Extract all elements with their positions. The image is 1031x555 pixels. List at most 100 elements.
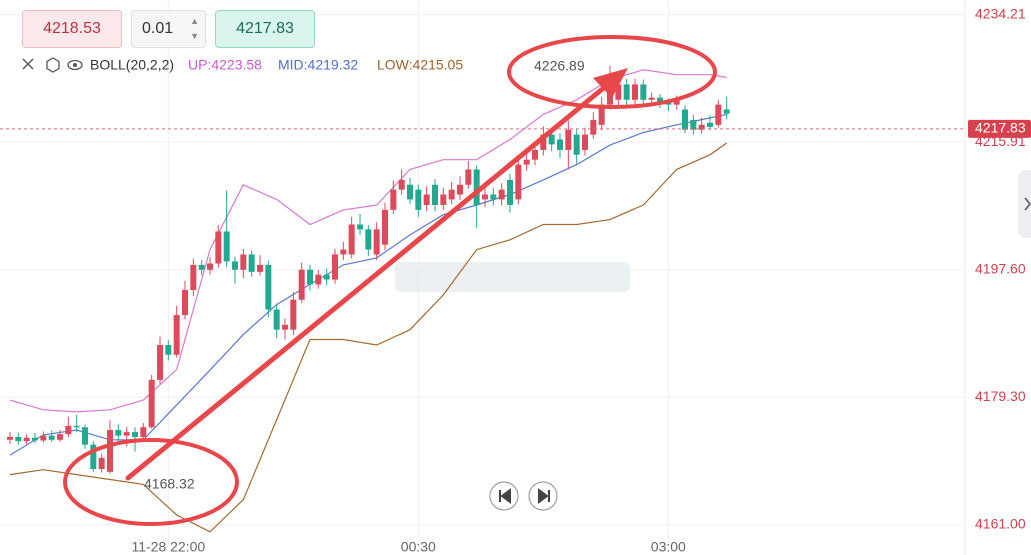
close-icon[interactable] [22,58,34,70]
candle-body [348,224,355,255]
candle-body [7,437,13,440]
candle-body [132,432,138,437]
spinner[interactable]: ▲ ▼ [190,16,199,41]
candle-body [265,264,272,310]
indicator-text: LOW:4215.05 [377,57,463,73]
candle-body [590,119,597,135]
candle-body [123,432,130,436]
candle-body [482,194,488,200]
candle-body [232,261,238,270]
max-label: 4226.89 [534,57,585,73]
candle-body [90,444,97,470]
candle-body [215,231,222,264]
candle-body [323,274,330,280]
buy-price[interactable]: 4218.53 [22,10,122,48]
playback-icon [538,488,550,504]
candle-body [115,430,122,436]
annotation-ellipse [63,438,239,526]
candle-body [173,315,180,355]
candle-body [632,84,638,100]
candle-body [357,224,363,230]
candle-body [207,263,213,270]
candle-body [498,189,505,200]
candle-body [598,104,605,125]
sell-price[interactable]: 4217.83 [215,10,315,48]
lot-input[interactable]: 0.01 ▲ ▼ [131,10,206,48]
candle-body [398,179,405,190]
candle-body [15,437,22,442]
candle-body [507,179,513,205]
candle-body [648,97,655,100]
candle-body [707,122,713,127]
candle-body [565,129,572,150]
candle-body [273,309,280,330]
candle-body [248,254,255,272]
indicator-text: BOLL(20,2,2) [90,57,174,73]
candle-body [457,184,463,195]
eye-pupil [73,63,77,67]
side-tab[interactable] [1018,170,1031,238]
candle-body [490,194,497,200]
last-price-label: 4217.83 [975,120,1026,136]
annotation-arrow [125,83,609,481]
y-tick-label: 4197.60 [975,260,1026,276]
indicator-text: UP:4223.58 [188,57,262,73]
indicator-text: MID:4219.32 [278,57,358,73]
candle-body [223,231,230,262]
candle-body [407,184,413,200]
candle-body [257,264,263,272]
x-tick-label: 03:00 [651,539,686,555]
candle-body [32,437,38,441]
candle-body [107,430,113,472]
candle-body [715,104,722,125]
candle-body [298,269,305,300]
candle-body [673,99,680,105]
candle-body [698,124,705,130]
eye-icon[interactable] [67,59,83,71]
x-tick-label: 11-28 22:00 [131,539,205,555]
candle-body [690,119,697,130]
candle-body [548,134,555,145]
candle-body [332,254,338,280]
playback-icon [499,488,511,504]
candle-body [657,97,663,102]
candle-body [148,379,155,428]
candle-body [515,164,522,200]
candle-body [98,457,105,470]
candle-body [623,84,630,100]
candle-body [65,425,72,435]
candle-body [307,269,313,285]
candle-body [573,134,580,155]
candle-body [682,109,688,130]
candle-body [390,189,397,210]
candle-body [73,425,80,428]
last-price-tag [968,119,1031,138]
arrow-head [593,68,628,98]
candle-body [82,427,88,445]
candle-body [523,159,530,165]
candle-body [432,184,438,205]
candle-body [198,264,205,270]
candle-body [415,189,422,210]
candle-body [190,264,197,290]
candle-body [140,427,147,437]
candle-body [340,249,347,255]
y-tick-label: 4234.21 [975,5,1026,21]
candle-body [607,87,613,105]
annotation-ellipse [507,35,717,109]
candle-body [440,194,447,205]
y-tick-label: 4179.30 [975,388,1026,404]
settings-icon[interactable] [46,57,60,73]
candle-body [40,435,47,441]
candle-body [165,345,172,355]
candle-body [365,229,372,250]
candle-body [373,229,380,255]
candle-body [582,134,588,150]
boll-lower [9,142,728,533]
candle-body [315,274,322,285]
candle-body [240,254,247,270]
candle-body [282,324,288,330]
